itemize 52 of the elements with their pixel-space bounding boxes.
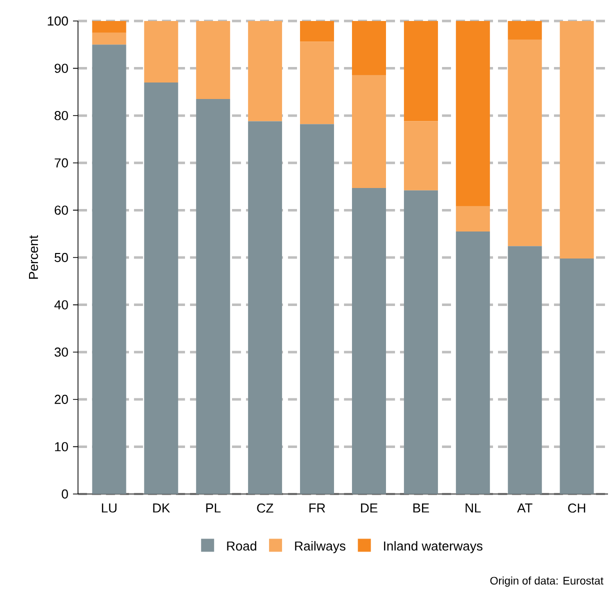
y-tick-label: 70: [54, 158, 68, 168]
x-tick-label: BE: [413, 504, 430, 512]
y-tick-label: 30: [54, 348, 68, 357]
bar: [508, 40, 542, 246]
x-tick-label: FR: [309, 504, 326, 512]
y-tick-label: 40: [54, 300, 68, 310]
legend-label: Inland waterways: [384, 541, 482, 554]
bar: [248, 121, 282, 494]
x-tick-label: AT: [517, 504, 532, 512]
bar: [196, 20, 230, 100]
text: Origin of data: Eurostat: [490, 576, 604, 587]
legend-label: Railways: [295, 541, 346, 554]
bar: [92, 44, 126, 494]
y-axis-title: Percent: [29, 235, 38, 279]
x-tick-label: LU: [102, 504, 116, 513]
bar: [248, 20, 282, 122]
x-tick-label: PL: [206, 504, 221, 512]
bar: [196, 99, 230, 494]
bar: [508, 20, 542, 40]
bar: [92, 32, 126, 45]
bar: [352, 75, 386, 188]
bar: [560, 20, 594, 258]
bar: [560, 258, 594, 494]
bar: [300, 20, 334, 42]
y-tick-label: 50: [54, 252, 68, 262]
bar: [300, 42, 334, 124]
bar: [300, 124, 334, 494]
bar: [404, 121, 438, 190]
bar: [456, 206, 490, 232]
bar: [456, 20, 490, 206]
bar: [352, 188, 386, 494]
x-tick-label: NL: [466, 504, 481, 512]
bar: [144, 82, 178, 494]
legend-label: Road: [227, 541, 256, 551]
bar: [92, 20, 126, 33]
x-tick-label: DK: [153, 504, 170, 512]
bar: [508, 246, 542, 494]
bar: [404, 20, 438, 122]
y-tick-label: 60: [54, 206, 68, 215]
y-tick-label: 80: [54, 111, 68, 120]
bar: [144, 20, 178, 82]
bar: [352, 20, 386, 76]
y-tick-label: 20: [54, 394, 68, 404]
y-tick-label: 10: [55, 442, 68, 452]
x-tick-label: CZ: [257, 504, 274, 513]
x-tick-label: CH: [568, 504, 586, 513]
bar: [404, 190, 438, 494]
bar: [456, 231, 490, 494]
y-tick-label: 0: [62, 489, 68, 499]
y-tick-label: 100: [48, 16, 68, 26]
x-tick-label: DE: [361, 504, 378, 512]
y-tick-label: 90: [54, 64, 68, 73]
